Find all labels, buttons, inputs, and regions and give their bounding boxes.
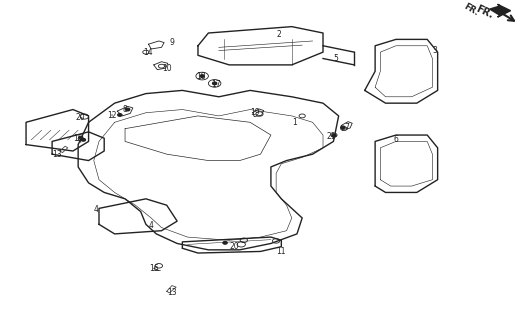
- Text: 20: 20: [230, 242, 239, 251]
- Polygon shape: [490, 4, 511, 17]
- Text: 3: 3: [432, 46, 438, 55]
- Text: 12: 12: [107, 111, 117, 120]
- Text: 11: 11: [277, 247, 286, 256]
- Text: 9: 9: [169, 38, 175, 47]
- Text: 2: 2: [276, 30, 281, 39]
- Text: 21: 21: [326, 132, 336, 141]
- Circle shape: [118, 114, 122, 116]
- Text: 8: 8: [122, 105, 128, 114]
- Circle shape: [213, 82, 217, 85]
- Text: 4: 4: [148, 221, 154, 230]
- Text: 19: 19: [251, 108, 260, 117]
- Circle shape: [332, 134, 336, 137]
- Text: 15: 15: [73, 134, 83, 143]
- Circle shape: [223, 242, 227, 244]
- Text: 5: 5: [333, 54, 339, 63]
- Text: 13: 13: [53, 150, 62, 159]
- Text: FR.: FR.: [463, 2, 480, 18]
- Text: 7: 7: [344, 123, 349, 132]
- Text: 20: 20: [76, 113, 85, 122]
- Text: FR.: FR.: [474, 4, 495, 20]
- Text: 14: 14: [144, 48, 153, 57]
- Circle shape: [200, 75, 204, 77]
- Text: 16: 16: [149, 264, 158, 274]
- Text: 4: 4: [94, 205, 99, 214]
- Circle shape: [341, 126, 345, 129]
- Text: 18: 18: [196, 72, 205, 81]
- Text: 1: 1: [292, 118, 297, 127]
- Circle shape: [79, 136, 83, 139]
- Circle shape: [126, 108, 130, 111]
- Text: 13: 13: [167, 288, 177, 297]
- Text: 6: 6: [393, 135, 399, 144]
- Text: 17: 17: [212, 80, 221, 89]
- Text: 10: 10: [162, 64, 171, 73]
- Circle shape: [81, 139, 85, 141]
